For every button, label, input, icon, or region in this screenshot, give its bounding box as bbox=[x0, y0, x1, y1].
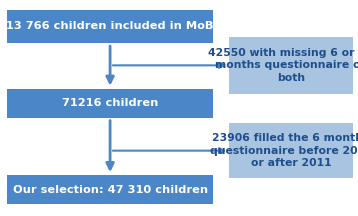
FancyBboxPatch shape bbox=[7, 10, 213, 43]
Text: 71216 children: 71216 children bbox=[62, 98, 158, 108]
Text: 42550 with missing 6 or 18
months questionnaire or
both: 42550 with missing 6 or 18 months questi… bbox=[208, 48, 358, 83]
FancyBboxPatch shape bbox=[7, 175, 213, 204]
FancyBboxPatch shape bbox=[7, 89, 213, 118]
Text: Our selection: 47 310 children: Our selection: 47 310 children bbox=[13, 184, 208, 195]
FancyBboxPatch shape bbox=[229, 123, 353, 178]
Text: 113 766 children included in MoBa: 113 766 children included in MoBa bbox=[0, 21, 222, 32]
FancyBboxPatch shape bbox=[229, 37, 353, 94]
Text: 23906 filled the 6 months
questionnaire before 2005
or after 2011: 23906 filled the 6 months questionnaire … bbox=[209, 133, 358, 168]
